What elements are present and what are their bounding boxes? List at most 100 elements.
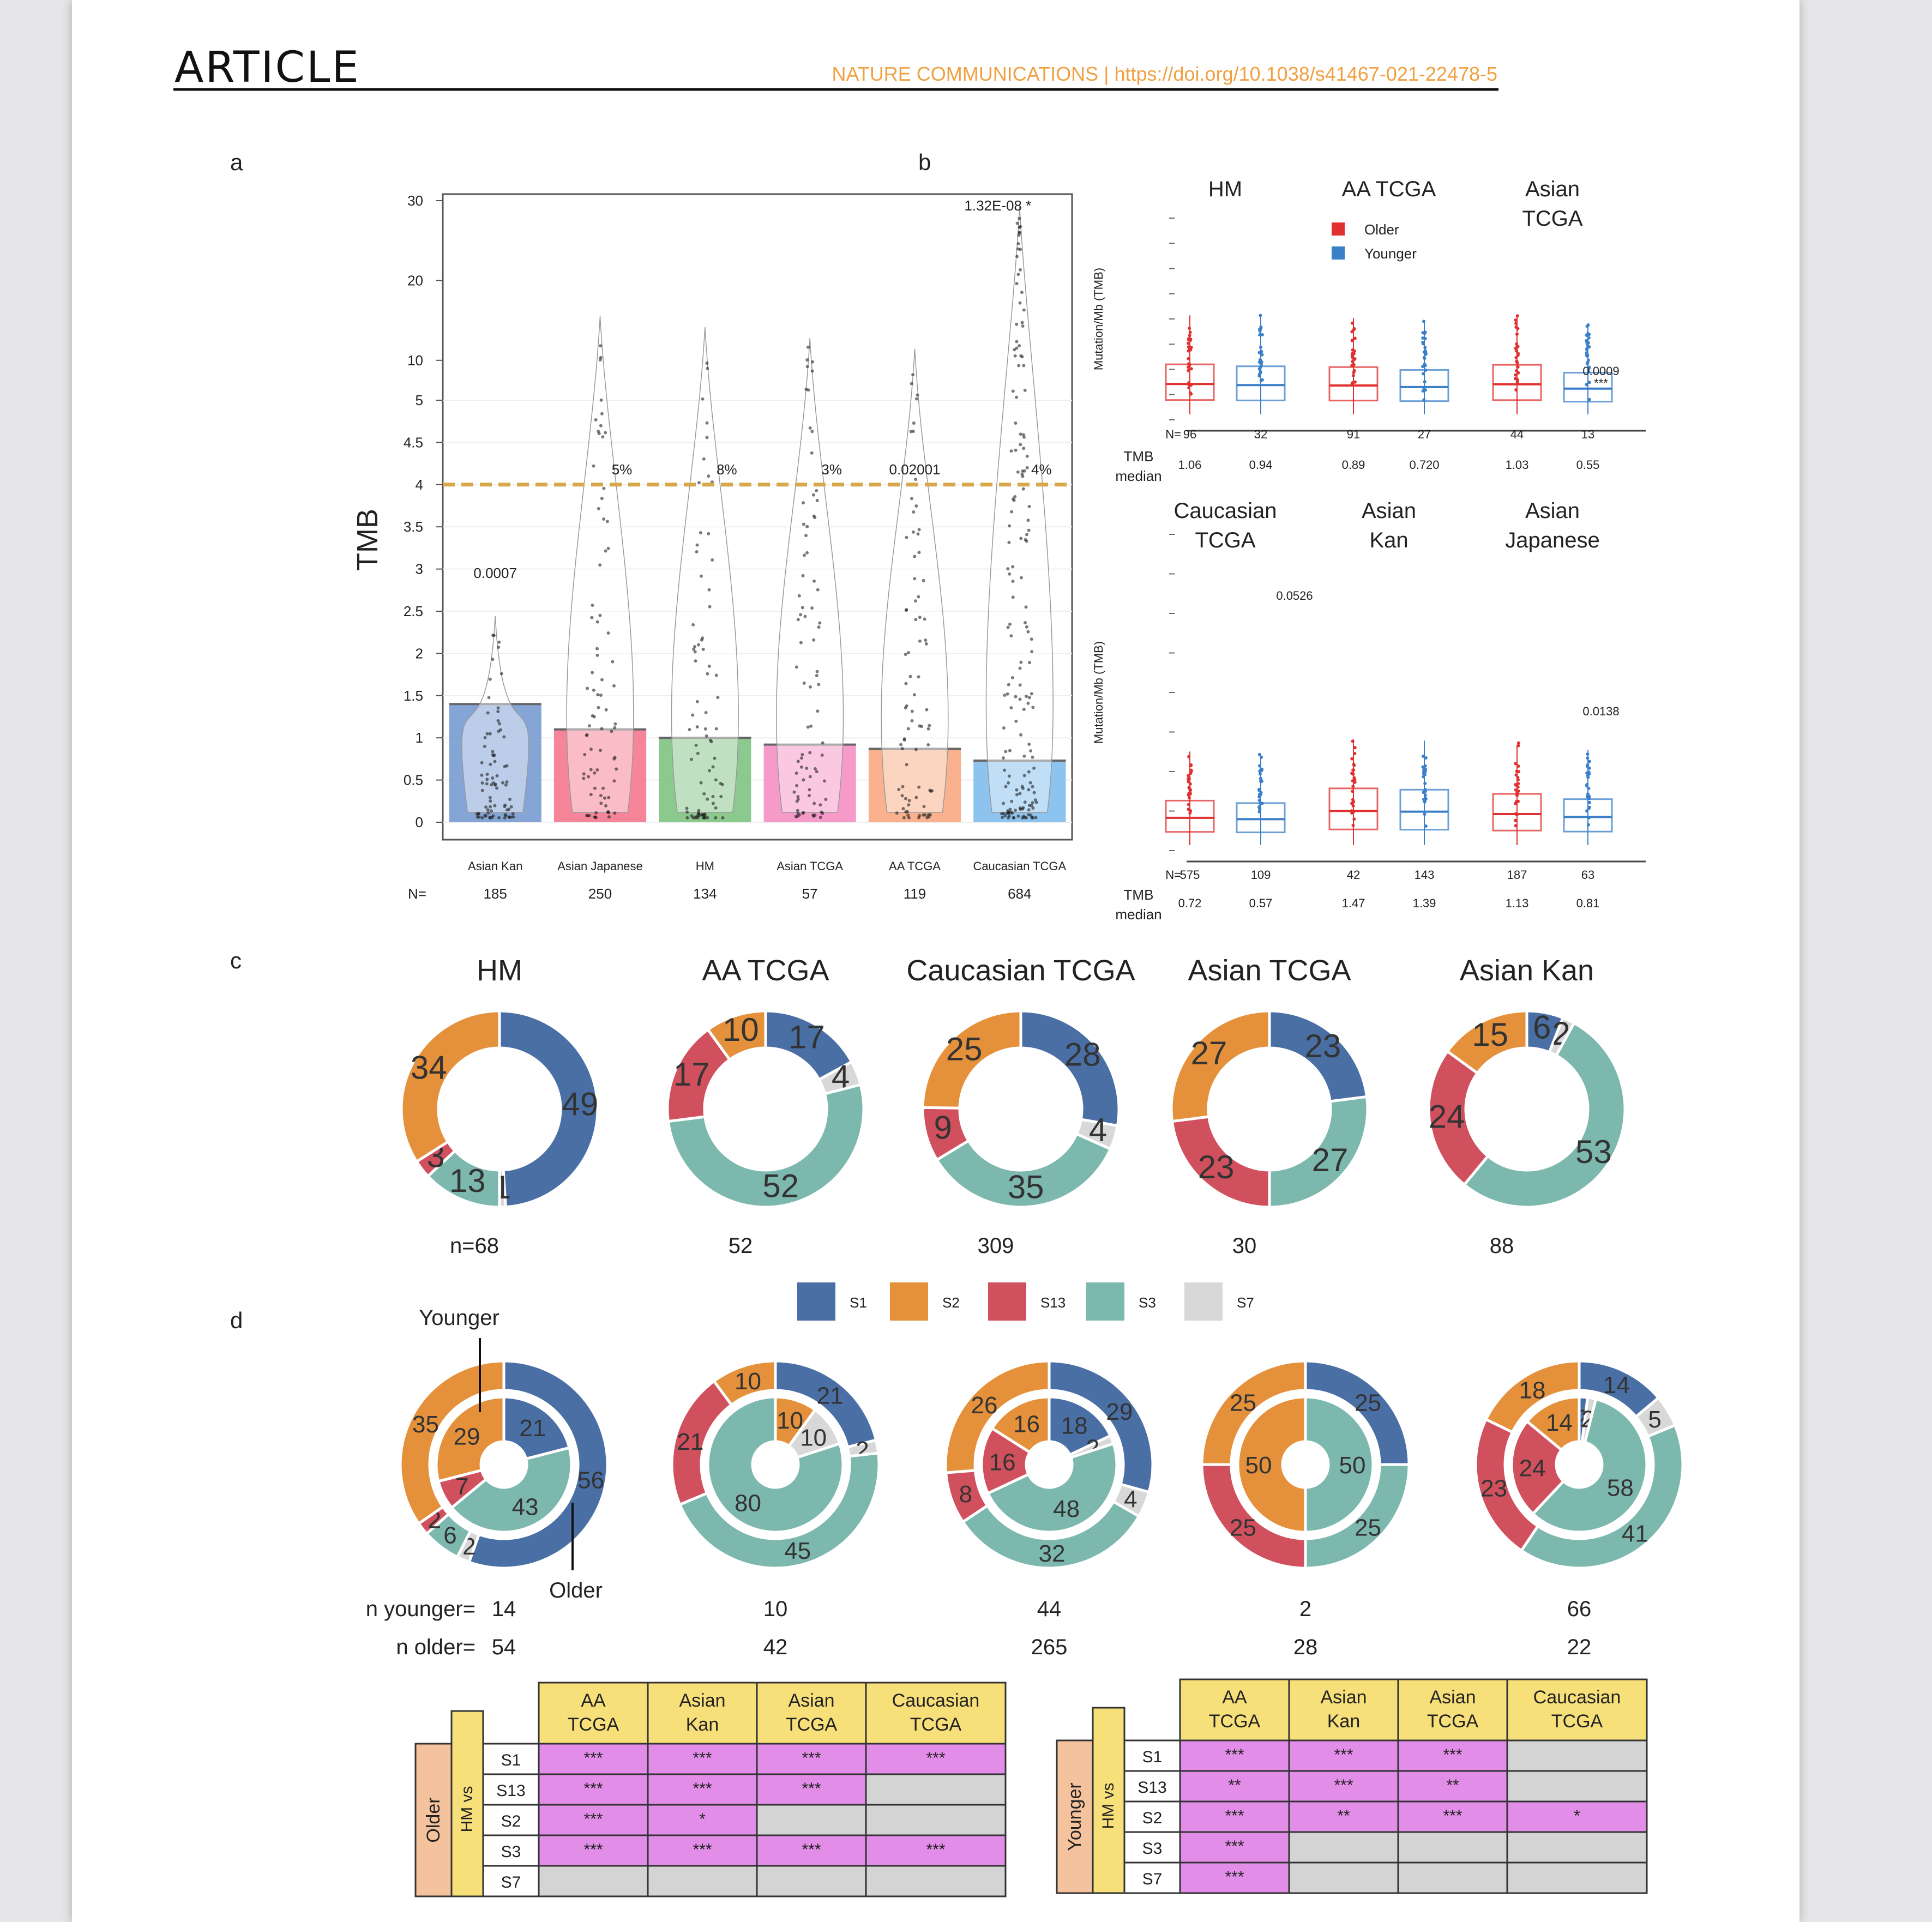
data-point bbox=[1018, 683, 1022, 687]
data-point bbox=[792, 790, 796, 794]
segment-value: 25 bbox=[1230, 1389, 1256, 1416]
donut-segment-s13 bbox=[980, 1426, 1032, 1496]
data-point bbox=[805, 766, 809, 770]
box-point bbox=[1260, 363, 1263, 366]
legend-swatch-s1 bbox=[797, 1282, 835, 1321]
data-point bbox=[685, 816, 689, 820]
box-point bbox=[1587, 786, 1591, 790]
data-point bbox=[1019, 248, 1022, 251]
data-point bbox=[492, 634, 496, 637]
segment-value: 34 bbox=[411, 1050, 447, 1086]
data-point bbox=[803, 614, 807, 618]
table-cell-value: ** bbox=[1228, 1776, 1241, 1794]
table-row-label: S7 bbox=[501, 1873, 521, 1891]
data-point bbox=[911, 373, 915, 377]
data-point bbox=[929, 813, 932, 817]
data-point bbox=[706, 672, 709, 676]
data-point bbox=[599, 344, 603, 348]
data-point bbox=[603, 796, 606, 800]
data-point bbox=[818, 621, 822, 625]
box-point bbox=[1514, 818, 1518, 822]
box-point bbox=[1587, 366, 1591, 370]
data-point bbox=[598, 563, 602, 567]
box-point bbox=[1257, 764, 1261, 768]
data-point bbox=[714, 778, 718, 782]
box-point bbox=[1188, 363, 1191, 366]
table-row-label: S13 bbox=[1137, 1779, 1166, 1797]
box-point bbox=[1424, 352, 1428, 356]
data-point bbox=[714, 727, 718, 731]
panel-a-tmb-chart: TMB 0 0.5 1 1.5 2 2.5 3 3.5 4 4.5 5 10 20 30 Asian Kan 1… bbox=[351, 192, 1073, 902]
data-point bbox=[699, 531, 702, 535]
box-point bbox=[1587, 766, 1591, 770]
table-cell bbox=[756, 1865, 867, 1897]
box-point bbox=[1514, 356, 1518, 360]
data-point bbox=[602, 486, 606, 490]
data-point bbox=[483, 814, 487, 817]
box-point bbox=[1187, 345, 1190, 349]
data-point bbox=[591, 604, 594, 607]
data-point bbox=[711, 795, 715, 799]
table-row-label: S2 bbox=[1142, 1809, 1163, 1827]
table-cell-value: *** bbox=[583, 1810, 603, 1828]
data-point bbox=[1030, 637, 1033, 641]
article-page: ARTICLE NATURE COMMUNICATIONS | https://… bbox=[72, 0, 1799, 1922]
data-point bbox=[1026, 701, 1030, 705]
table-row-label: S13 bbox=[496, 1782, 525, 1800]
n-older-value: 42 bbox=[763, 1635, 788, 1659]
data-point bbox=[923, 813, 927, 817]
data-point bbox=[802, 681, 806, 685]
data-point bbox=[591, 671, 594, 674]
data-point bbox=[1025, 695, 1028, 698]
table-row-header bbox=[1123, 1861, 1181, 1894]
data-point bbox=[1003, 693, 1007, 697]
box-point bbox=[1514, 322, 1518, 326]
table-header-cell bbox=[865, 1682, 1007, 1745]
data-point bbox=[930, 789, 934, 793]
y-tick-label: 0 bbox=[416, 814, 423, 830]
segment-value: 25 bbox=[1230, 1515, 1256, 1541]
box-point bbox=[1515, 380, 1519, 384]
figure-canvas: ARTICLE NATURE COMMUNICATIONS | https://… bbox=[173, 43, 1684, 1897]
data-point bbox=[820, 753, 824, 757]
data-point bbox=[505, 764, 509, 768]
data-point bbox=[913, 599, 917, 603]
data-point bbox=[598, 613, 602, 617]
data-point bbox=[795, 784, 799, 787]
box-point bbox=[1187, 755, 1191, 758]
data-point bbox=[800, 756, 804, 760]
data-point bbox=[811, 360, 815, 364]
data-point bbox=[816, 709, 820, 713]
y-tick-label: 3 bbox=[416, 561, 423, 577]
donut-segment-s1 bbox=[1268, 1009, 1369, 1103]
data-point bbox=[485, 772, 489, 776]
segment-value: 25 bbox=[1355, 1389, 1381, 1416]
segment-value: 25 bbox=[1355, 1515, 1381, 1541]
segment-value: 23 bbox=[1480, 1475, 1507, 1502]
data-point bbox=[815, 498, 819, 502]
data-point bbox=[810, 606, 814, 610]
box-point bbox=[1188, 330, 1192, 334]
donut-segment-s13 bbox=[1427, 1049, 1490, 1187]
data-point bbox=[497, 645, 501, 649]
data-point bbox=[604, 708, 608, 712]
segment-value: 10 bbox=[777, 1407, 803, 1434]
panel-letter-c: c bbox=[230, 948, 242, 973]
data-point bbox=[1014, 719, 1018, 723]
segment-value: 8 bbox=[959, 1481, 972, 1508]
data-point bbox=[913, 577, 917, 581]
table-row-header bbox=[482, 1773, 540, 1806]
box-point bbox=[1422, 398, 1426, 402]
data-point bbox=[599, 802, 603, 805]
data-point bbox=[1018, 301, 1022, 305]
data-point bbox=[493, 760, 497, 763]
doi-link[interactable]: NATURE COMMUNICATIONS | https://doi.org/… bbox=[832, 63, 1497, 85]
data-point bbox=[613, 726, 617, 730]
box-point bbox=[1351, 373, 1355, 377]
median-value: 1.47 bbox=[1342, 896, 1365, 910]
box-point bbox=[1585, 383, 1588, 387]
segment-value: 45 bbox=[784, 1538, 811, 1564]
data-point bbox=[1007, 540, 1011, 544]
data-point bbox=[485, 778, 489, 781]
